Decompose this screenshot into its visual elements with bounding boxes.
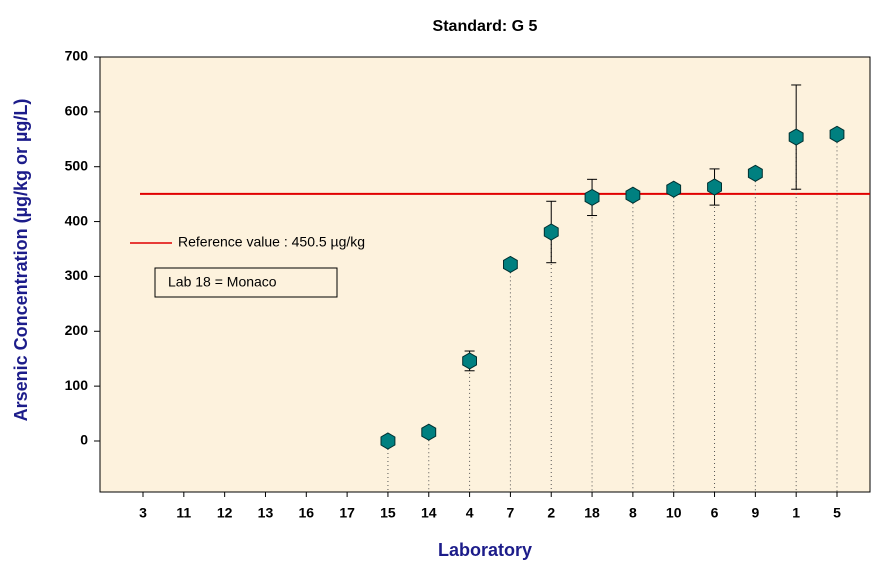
x-tick-label: 15 (380, 505, 396, 521)
x-tick-label: 2 (547, 505, 555, 521)
point (503, 255, 518, 273)
point (788, 128, 804, 146)
x-tick-label: 9 (751, 505, 759, 521)
point (380, 432, 396, 450)
x-tick-label: 14 (421, 505, 437, 521)
y-tick-label: 0 (80, 432, 88, 448)
point (666, 180, 682, 198)
point (543, 223, 559, 241)
x-tick-label: 5 (833, 505, 841, 521)
x-tick-label: 3 (139, 505, 147, 521)
x-tick-label: 6 (711, 505, 719, 521)
x-tick-label: 10 (666, 505, 682, 521)
y-tick-label: 100 (65, 377, 89, 393)
y-tick-label: 700 (65, 48, 89, 64)
point (747, 164, 763, 182)
point (829, 125, 845, 143)
x-tick-label: 18 (584, 505, 600, 521)
x-tick-label: 13 (258, 505, 274, 521)
annotation: Lab 18 = Monaco (168, 274, 277, 290)
x-tick-label: 1 (792, 505, 800, 521)
x-tick-label: 16 (299, 505, 315, 521)
x-tick-label: 12 (217, 505, 233, 521)
y-tick-label: 400 (65, 212, 89, 228)
x-axis-title: Laboratory (438, 540, 532, 560)
plot-area (99, 56, 871, 493)
point (625, 186, 641, 204)
point (421, 423, 437, 441)
y-tick-label: 600 (65, 103, 89, 119)
annotation-box (154, 267, 338, 298)
x-tick-label: 8 (629, 505, 637, 521)
legend-label: Reference value : 450.5 µg/kg (178, 234, 365, 250)
y-tick-label: 200 (65, 322, 89, 338)
y-axis-title: Arsenic Concentration (µg/kg or µg/L) (11, 99, 31, 422)
y-tick-label: 300 (65, 267, 89, 283)
x-tick-label: 11 (176, 505, 191, 521)
point (707, 178, 722, 196)
x-tick-label: 17 (339, 505, 355, 521)
point (462, 352, 477, 370)
x-tick-label: 7 (507, 505, 515, 521)
x-tick-label: 4 (466, 505, 474, 521)
chart-title: Standard: G 5 (433, 18, 538, 35)
y-tick-label: 500 (65, 157, 89, 173)
point (584, 188, 600, 206)
